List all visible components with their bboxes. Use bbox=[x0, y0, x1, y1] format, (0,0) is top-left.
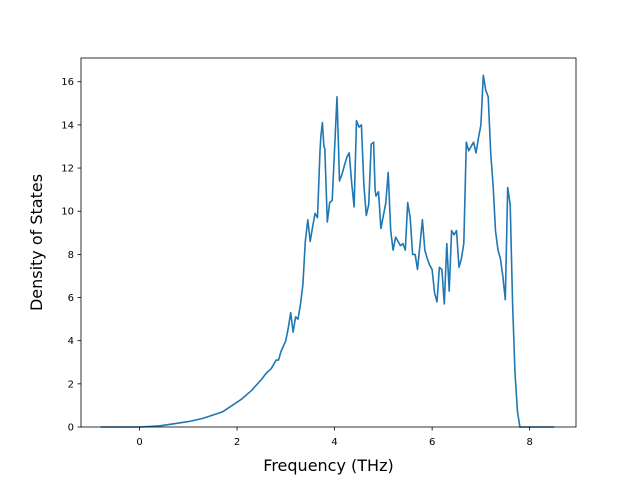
y-tick-label: 16 bbox=[61, 77, 74, 88]
y-tick-label: 12 bbox=[61, 164, 74, 175]
x-tick-label: 0 bbox=[136, 437, 142, 448]
y-tick-label: 10 bbox=[61, 207, 74, 218]
y-tick-label: 4 bbox=[68, 336, 74, 347]
axis-ticks: 0 2 4 6 8 0 2 4 6 8 10 12 14 16 bbox=[61, 77, 533, 448]
y-tick-label: 8 bbox=[68, 250, 74, 261]
x-tick-label: 2 bbox=[234, 437, 240, 448]
x-tick-label: 4 bbox=[331, 437, 337, 448]
x-tick-label: 6 bbox=[429, 437, 435, 448]
y-axis-label: Density of States bbox=[27, 174, 46, 311]
plot-area bbox=[100, 74, 555, 428]
y-tick-label: 2 bbox=[68, 379, 74, 390]
x-tick-label: 8 bbox=[526, 437, 532, 448]
x-axis-label: Frequency (THz) bbox=[263, 456, 393, 475]
y-tick-label: 14 bbox=[61, 120, 74, 131]
y-tick-label: 6 bbox=[68, 293, 74, 304]
y-tick-label: 0 bbox=[68, 423, 74, 434]
axes-frame bbox=[80, 57, 577, 428]
dos-series-line bbox=[100, 74, 555, 428]
